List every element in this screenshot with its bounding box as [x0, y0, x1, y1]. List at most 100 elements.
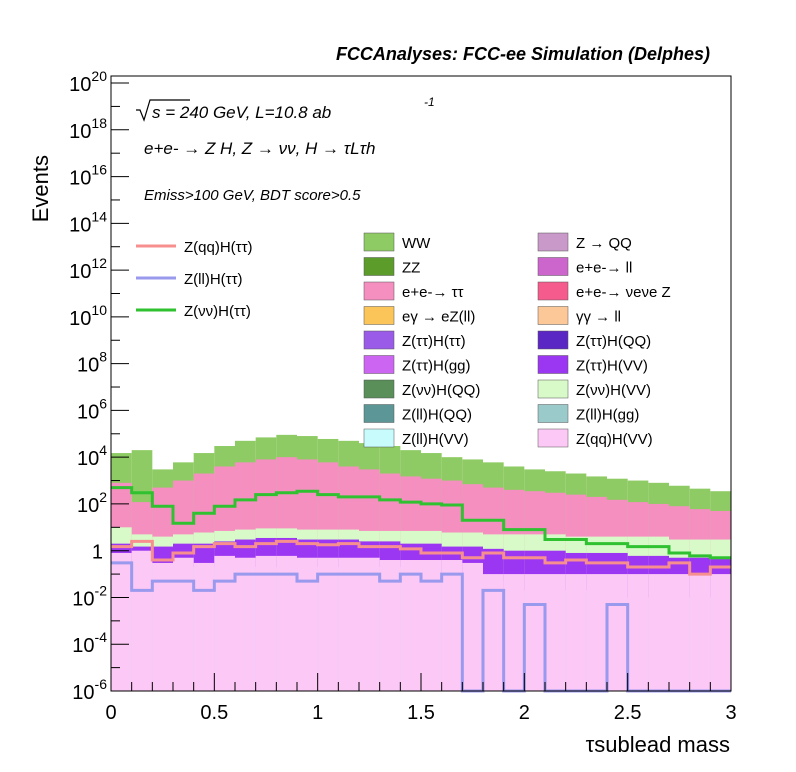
- stack-bin: [462, 562, 483, 691]
- legend-fill-label: e+e-→ ll: [576, 260, 632, 277]
- stack-bin: [710, 574, 731, 691]
- legend: Z(qq)H(ττ) Z(ll)H(ττ) Z(νν)H(ττ) WW Z → QQ ZZ…: [136, 232, 671, 448]
- x-tick-label: 3: [725, 702, 736, 724]
- stack-bin: [379, 560, 401, 691]
- x-tick-label: 1.5: [407, 702, 435, 724]
- y-tick-label: 108: [77, 349, 107, 377]
- stack-bin: [648, 574, 669, 691]
- legend-fill-label: Z(ll)H(QQ): [402, 407, 472, 424]
- stack-bin: [317, 557, 339, 691]
- legend-fill-swatch: [363, 281, 395, 301]
- chart-title: FCCAnalyses: FCC-ee Simulation (Delphes): [336, 44, 710, 64]
- legend-fill-swatch: [363, 232, 395, 252]
- legend-fill-swatch: [537, 281, 569, 301]
- y-tick-label: 102: [77, 489, 107, 517]
- plot-area: [111, 434, 731, 693]
- stack-bin: [441, 560, 463, 691]
- y-tick-label: 10-6: [72, 676, 107, 704]
- stack-bin: [235, 557, 256, 691]
- stack-bin: [607, 574, 628, 691]
- stack-bin: [400, 560, 421, 691]
- legend-fill-label: Z(qq)H(VV): [576, 431, 653, 448]
- y-tick-label: 1: [92, 542, 103, 564]
- x-tick-label: 2: [519, 702, 530, 724]
- legend-fill-swatch: [537, 379, 569, 399]
- stack-bin: [173, 557, 194, 691]
- y-axis-label: Events: [28, 155, 53, 222]
- stack-bin: [669, 574, 690, 691]
- stack-bin: [193, 562, 215, 691]
- legend-fill-swatch: [363, 306, 395, 325]
- stack-bin: [503, 574, 525, 691]
- stack-bin: [276, 555, 297, 691]
- x-tick-label: 1: [312, 702, 323, 724]
- x-tick-label: 0.5: [200, 702, 228, 724]
- axes: 0 0.5 1 1.5 2 2.5 3 1020 1018 1016 1014 1012 1010 108…: [28, 68, 737, 757]
- sqrt-symbol: [136, 99, 190, 122]
- annotation-block: s = 240 GeV, L=10.8 ab -1 e+e- → Z H, Z …: [136, 95, 435, 204]
- legend-fill-swatch: [363, 379, 395, 399]
- legend-fill-swatch: [537, 257, 569, 276]
- legend-fill-swatch: [363, 257, 395, 276]
- legend-fill-label: ZZ: [402, 260, 420, 277]
- legend-fill-label: e+e-→ νeνe Z: [576, 284, 671, 301]
- legend-line-label: Z(νν)H(ττ): [184, 303, 251, 320]
- annotation-sqrt-s: s = 240 GeV, L=10.8 ab: [152, 103, 331, 122]
- x-tick-label: 2.5: [614, 702, 642, 724]
- stack-bin: [524, 574, 545, 691]
- legend-fill-label: γγ → ll: [576, 309, 621, 326]
- stack-bin: [297, 557, 318, 691]
- annotation-lumi-exponent: -1: [424, 95, 435, 109]
- legend-fill-label: Z(ττ)H(VV): [576, 358, 648, 375]
- legend-fill-swatch: [537, 306, 569, 325]
- annotation-selection: Emiss>100 GeV, BDT score>0.5: [144, 187, 361, 204]
- legend-fill-label: e+e-→ ττ: [402, 284, 464, 301]
- legend-fill-swatch: [537, 355, 569, 374]
- legend-fill-swatch: [537, 428, 569, 448]
- legend-fill-label: Z(ττ)H(ττ): [402, 333, 466, 350]
- legend-line-label: Z(qq)H(ττ): [184, 239, 253, 256]
- legend-fill-swatch: [537, 330, 569, 350]
- y-tick-label: 1020: [69, 68, 107, 96]
- y-tick-label: 10-2: [72, 582, 107, 610]
- y-tick-label: 1014: [69, 208, 107, 236]
- y-tick-label: 104: [77, 442, 107, 470]
- stack-bin: [255, 555, 277, 691]
- stack-bin: [152, 562, 173, 691]
- legend-fill-label: Z → QQ: [576, 235, 632, 252]
- legend-fill-label: Z(νν)H(VV): [576, 382, 651, 399]
- x-axis-label: τsublead mass: [586, 732, 730, 757]
- y-tick-label: 1010: [69, 302, 107, 330]
- y-tick-label: 1018: [69, 115, 107, 143]
- legend-fill-swatch: [537, 404, 569, 423]
- y-tick-label: 1016: [69, 162, 107, 190]
- legend-fill-label: Z(νν)H(QQ): [402, 382, 480, 399]
- legend-fill-swatch: [363, 404, 395, 423]
- legend-line-label: Z(ll)H(ττ): [184, 271, 243, 288]
- series-line-z-qq-h-: [111, 539, 731, 576]
- stack-bin: [586, 574, 607, 691]
- legend-fill-swatch: [537, 232, 569, 252]
- stack-bin: [131, 550, 153, 691]
- stack-bin: [627, 574, 649, 691]
- stack-bin: [338, 557, 359, 691]
- legend-fill-label: Z(ττ)H(QQ): [576, 333, 651, 350]
- stack-z-qq-h-vv-: [111, 550, 731, 691]
- stack-bin: [214, 555, 235, 691]
- annotation-process: e+e- → Z H, Z → νν, H → τLτh: [144, 139, 375, 158]
- x-tick-label: 0: [105, 702, 116, 724]
- legend-fill-label: Z(ll)H(gg): [576, 407, 639, 424]
- legend-fill-label: Z(ττ)H(gg): [402, 358, 471, 375]
- legend-fill-swatch: [363, 330, 395, 350]
- series-line-z-h-: [111, 486, 731, 560]
- stack-bin: [483, 574, 504, 691]
- legend-fill-swatch: [363, 428, 395, 448]
- y-tick-label: 10-4: [72, 629, 107, 657]
- stack-bin: [689, 574, 711, 691]
- y-tick-label: 1012: [69, 255, 107, 283]
- legend-fill-label: eγ → eZ(ll): [402, 309, 475, 326]
- legend-fill-label: WW: [402, 235, 431, 252]
- stack-bin: [421, 560, 442, 691]
- y-tick-label: 106: [77, 395, 107, 423]
